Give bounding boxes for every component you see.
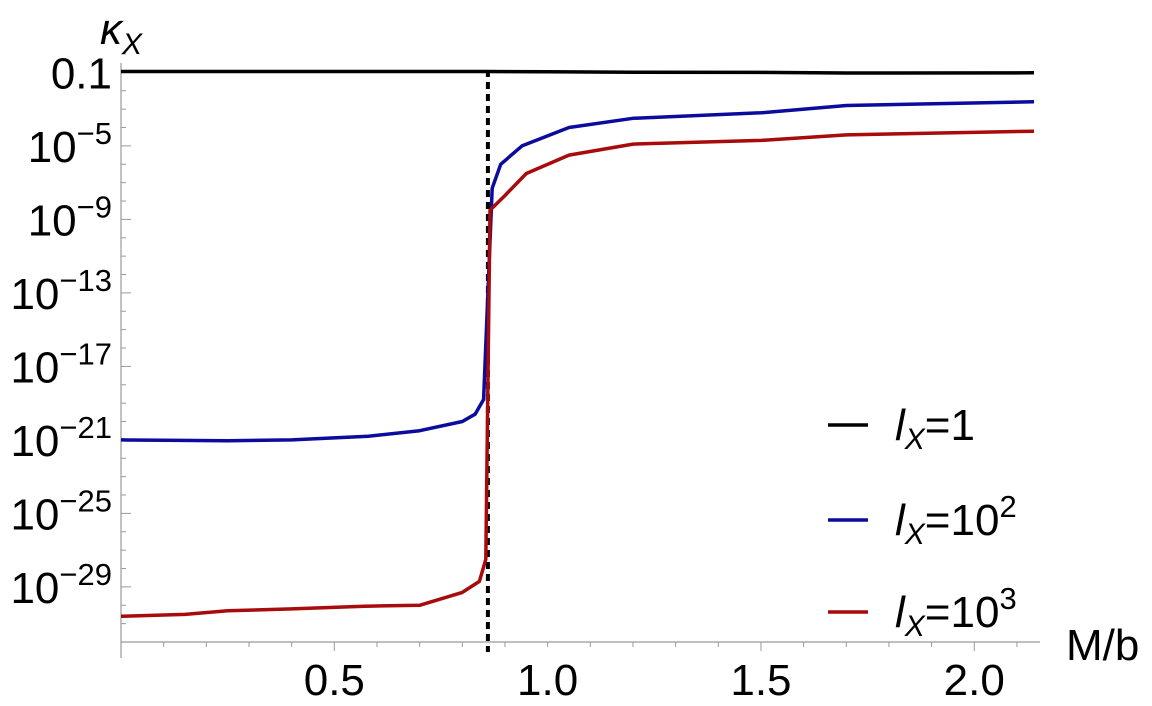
legend-label-2: lX=102 [895,489,1017,551]
x-tick-label: 1.0 [517,656,578,705]
legend: lX=1 lX=102 lX=103 [828,401,1017,643]
x-tick-label: 1.5 [730,656,791,705]
plot-area [120,69,1035,652]
y-axis-title: κX [100,5,143,61]
y-tick-label: 10−17 [10,336,112,392]
y-tick-label: 10−9 [28,189,112,245]
y-tick-label: 10−5 [28,116,112,172]
y-tick-label: 10−29 [10,557,112,613]
y-tick-label: 10−21 [10,410,112,466]
y-tick-label: 10−13 [10,263,112,319]
legend-label-3: lX=103 [895,581,1017,643]
y-tick-label: 0.1 [51,49,112,98]
series-line-3 [120,129,1035,619]
y-tick-label: 10−25 [10,483,112,539]
x-tick-label: 0.5 [304,656,365,705]
x-axis-title: M/b [1066,621,1139,670]
x-tick-label: 2.0 [944,656,1005,705]
series-line-1 [121,69,1035,75]
legend-label-1: lX=1 [895,401,975,456]
series-line-2 [120,100,1035,443]
axes: 0.5 1.0 1.5 2.0 0.1 10−5 10−9 10−13 10−17 10−21 10… [10,5,1139,705]
